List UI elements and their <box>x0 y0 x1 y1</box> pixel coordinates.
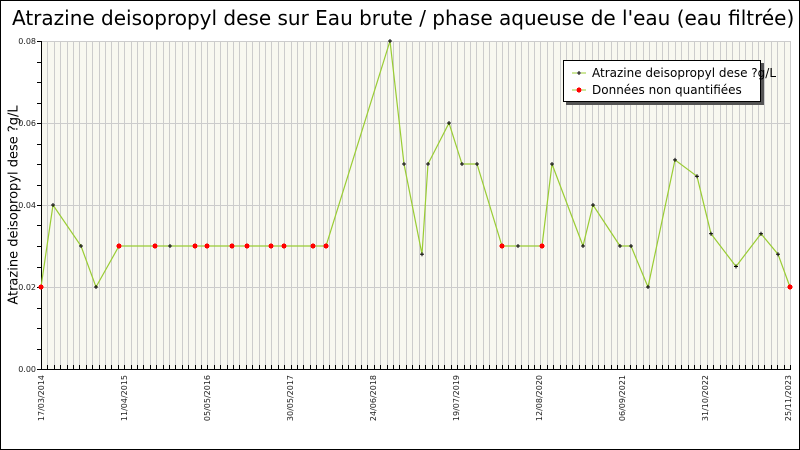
x-tick-label: 17/03/2014 <box>37 375 46 421</box>
data-point <box>646 285 650 289</box>
data-points <box>38 39 793 290</box>
data-point <box>776 252 780 257</box>
y-axis-ticks: 0.00 0.02 0.04 0.06 0.08 <box>18 37 41 374</box>
data-point <box>168 244 172 248</box>
legend-series-label: Atrazine deisopropyl dese ?g/L <box>592 66 777 80</box>
data-point <box>673 157 677 162</box>
data-point <box>516 244 520 248</box>
x-tick-label: 06/09/2021 <box>618 375 627 421</box>
x-axis-ticks: 17/03/2014 11/04/2015 05/05/2016 30/05/2017… <box>37 365 793 421</box>
data-point <box>94 285 98 289</box>
data-point <box>695 174 699 179</box>
x-tick-label: 12/08/2020 <box>535 375 544 421</box>
data-point <box>447 121 451 125</box>
data-point <box>420 252 424 257</box>
x-tick-label: 05/05/2016 <box>203 375 212 421</box>
data-point <box>79 244 83 248</box>
data-point <box>475 162 479 166</box>
legend-red-point-icon <box>572 82 586 98</box>
x-tick-label: 19/07/2019 <box>452 375 461 421</box>
legend-item-series: Atrazine deisopropyl dese ?g/L <box>572 65 776 81</box>
chart-title: Atrazine deisopropyl dese sur Eau brute … <box>12 6 795 30</box>
x-tick-label: 24/06/2018 <box>369 375 378 421</box>
data-point <box>734 264 738 269</box>
data-point <box>709 231 713 236</box>
y-tick-label: 0.02 <box>18 283 36 292</box>
data-point <box>388 39 392 43</box>
data-point <box>581 244 585 248</box>
data-point <box>402 162 406 166</box>
data-point <box>629 244 633 248</box>
legend-non-quantified-label: Données non quantifiées <box>592 83 742 97</box>
data-point <box>460 162 464 166</box>
y-tick-label: 0.00 <box>18 365 36 374</box>
x-tick-label: 25/11/2023 <box>784 375 793 421</box>
data-point <box>591 203 595 207</box>
data-point <box>618 244 622 248</box>
y-tick-label: 0.06 <box>18 119 36 128</box>
legend-item-non-quantified: Données non quantifiées <box>572 82 742 98</box>
x-tick-label: 30/05/2017 <box>286 375 295 421</box>
legend-line-point-icon <box>572 65 586 81</box>
data-point <box>426 162 430 166</box>
data-series-line <box>40 40 791 290</box>
y-tick-label: 0.08 <box>18 37 36 46</box>
data-point <box>51 203 55 207</box>
data-point <box>550 162 554 166</box>
x-tick-label: 11/04/2015 <box>120 375 129 421</box>
legend: Atrazine deisopropyl dese ?g/L Données n… <box>563 60 776 102</box>
data-point <box>759 231 763 236</box>
x-tick-label: 31/10/2022 <box>701 375 710 421</box>
axes <box>41 41 791 370</box>
y-tick-label: 0.04 <box>18 201 36 210</box>
